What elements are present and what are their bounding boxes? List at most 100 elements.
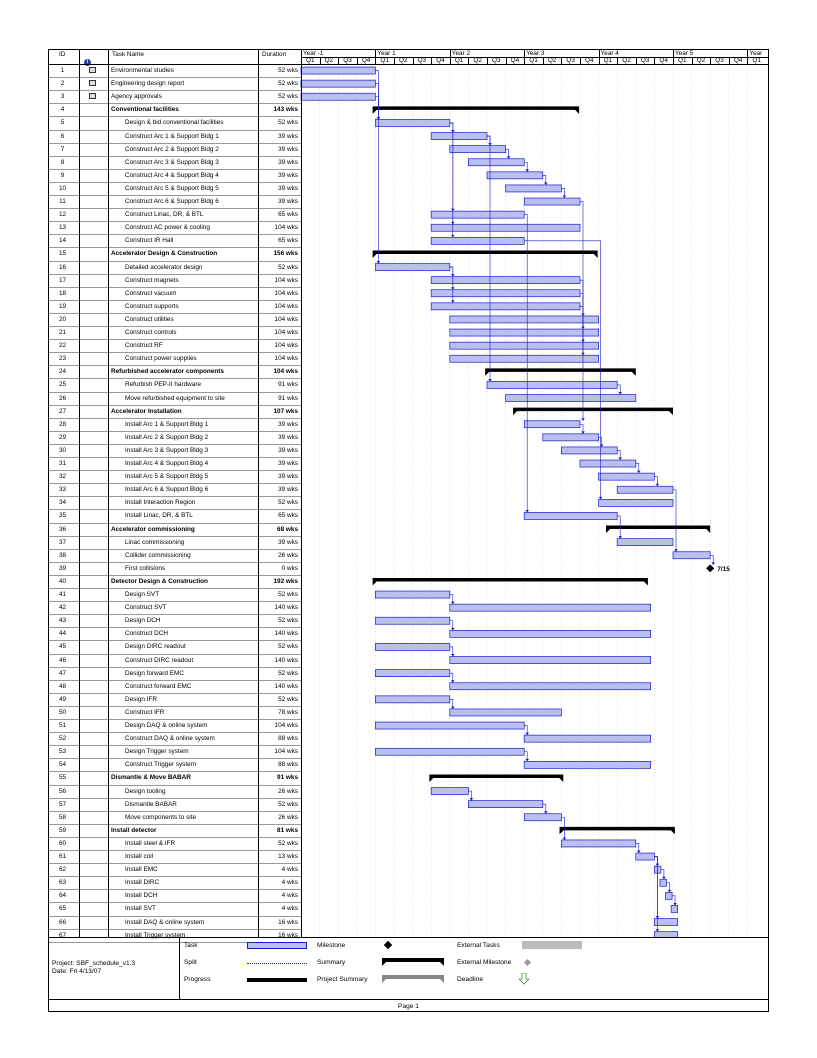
table-row[interactable]: 50 Construct IFR 78 wks (49, 706, 301, 719)
task-bar[interactable] (598, 499, 674, 507)
milestone-diamond[interactable] (706, 564, 715, 573)
task-bar[interactable] (375, 616, 451, 625)
task-bar[interactable] (616, 485, 674, 494)
table-row[interactable]: 59 Install detector 81 wks (49, 824, 301, 837)
task-bar[interactable] (430, 132, 488, 140)
table-row[interactable]: 5 Design & bid conventional facilities 52 … (49, 116, 301, 129)
task-bar[interactable] (561, 839, 637, 848)
task-bar[interactable] (375, 747, 525, 756)
table-row[interactable]: 4 Conventional facilities 143 wks (49, 103, 301, 116)
table-row[interactable]: 3 Agency approvals 52 wks (49, 90, 301, 103)
table-row[interactable]: 65 Install SVT 4 wks (49, 902, 301, 915)
table-row[interactable]: 17 Construct magnets 104 wks (49, 274, 301, 287)
table-row[interactable]: 13 Construct AC power & cooling 104 wks (49, 221, 301, 234)
task-bar[interactable] (375, 643, 451, 651)
task-bar[interactable] (486, 171, 544, 180)
task-bar[interactable] (449, 315, 599, 324)
table-row[interactable]: 32 Install Arc 5 & Support Bldg 5 39 wks (49, 470, 301, 483)
table-row[interactable]: 35 Install Linac, DR, & BTL 65 wks (49, 509, 301, 522)
table-row[interactable]: 18 Construct vacuum 104 wks (49, 287, 301, 300)
task-bar[interactable] (430, 787, 469, 795)
table-row[interactable]: 60 Install steel & IFR 52 wks (49, 837, 301, 850)
table-row[interactable]: 34 Install Interaction Region 52 wks (49, 496, 301, 509)
table-row[interactable]: 47 Design forward EMC 52 wks (49, 667, 301, 680)
task-bar[interactable] (659, 878, 667, 887)
task-bar[interactable] (300, 79, 376, 88)
summary-bar[interactable] (606, 525, 711, 534)
task-bar[interactable] (672, 551, 711, 560)
summary-bar[interactable] (372, 577, 648, 586)
table-row[interactable]: 6 Construct Arc 1 & Support Bldg 1 39 wks (49, 130, 301, 143)
task-bar[interactable] (523, 197, 581, 206)
task-bar[interactable] (449, 354, 599, 363)
table-row[interactable]: 1 Environmental studies 52 wks (49, 64, 301, 77)
task-bar[interactable] (486, 381, 618, 389)
notes-icon[interactable] (89, 80, 96, 87)
table-row[interactable]: 42 Construct SVT 140 wks (49, 601, 301, 614)
table-row[interactable]: 11 Construct Arc 6 & Support Bldg 6 39 wks (49, 195, 301, 208)
summary-bar[interactable] (485, 368, 636, 376)
task-bar[interactable] (375, 119, 451, 127)
task-bar[interactable] (449, 341, 599, 350)
table-row[interactable]: 23 Construct power supplies 104 wks (49, 352, 301, 365)
table-row[interactable]: 7 Construct Arc 2 & Support Bldg 2 39 wks (49, 143, 301, 156)
task-bar[interactable] (430, 223, 581, 232)
table-row[interactable]: 20 Construct utilities 104 wks (49, 313, 301, 326)
table-row[interactable]: 9 Construct Arc 4 & Support Bldg 4 39 wks (49, 169, 301, 182)
table-row[interactable]: 45 Design DIRC readout 52 wks (49, 640, 301, 653)
task-bar[interactable] (468, 800, 544, 809)
task-bar[interactable] (449, 629, 652, 638)
task-bar[interactable] (523, 734, 652, 743)
table-row[interactable]: 26 Move refurbished equipment to site 91 w… (49, 392, 301, 405)
summary-bar[interactable] (559, 826, 675, 835)
task-bar[interactable] (430, 302, 581, 311)
table-row[interactable]: 29 Install Arc 2 & Support Bldg 2 39 wks (49, 431, 301, 444)
table-row[interactable]: 64 Install DCH 4 wks (49, 889, 301, 902)
task-bar[interactable] (375, 669, 451, 678)
table-row[interactable]: 27 Accelerator Installation 107 wks (49, 405, 301, 418)
task-bar[interactable] (430, 210, 525, 219)
task-bar[interactable] (523, 813, 562, 822)
task-bar[interactable] (375, 263, 451, 271)
task-bar[interactable] (449, 682, 652, 691)
task-bar[interactable] (635, 852, 655, 861)
table-row[interactable]: 25 Refurbish PEP-II hardware 91 wks (49, 378, 301, 391)
task-bar[interactable] (468, 158, 525, 167)
table-row[interactable]: 55 Dismantle & Move BABAR 91 wks (49, 771, 301, 784)
table-row[interactable]: 15 Accelerator Design & Construction 156 w… (49, 247, 301, 260)
task-bar[interactable] (300, 92, 376, 101)
task-bar[interactable] (449, 603, 652, 612)
table-row[interactable]: 40 Detector Design & Construction 192 wks (49, 575, 301, 588)
task-bar[interactable] (523, 760, 652, 769)
task-bar[interactable] (430, 276, 581, 284)
task-bar[interactable] (449, 328, 599, 337)
notes-icon[interactable] (89, 67, 96, 73)
task-bar[interactable] (505, 184, 562, 193)
task-bar[interactable] (654, 931, 679, 937)
table-row[interactable]: 24 Refurbished accelerator components 104 … (49, 365, 301, 378)
table-row[interactable]: 54 Construct Trigger system 88 wks (49, 758, 301, 771)
summary-bar[interactable] (372, 106, 580, 114)
task-bar[interactable] (375, 695, 451, 704)
task-bar[interactable] (598, 472, 655, 481)
task-bar[interactable] (430, 237, 525, 245)
summary-bar[interactable] (372, 250, 598, 258)
table-row[interactable]: 46 Construct DIRC readout 140 wks (49, 654, 301, 667)
task-bar[interactable] (449, 145, 506, 154)
task-bar[interactable] (665, 891, 673, 900)
table-row[interactable]: 2 Engineering design report 52 wks (49, 77, 301, 90)
table-row[interactable]: 22 Construct RF 104 wks (49, 339, 301, 352)
table-row[interactable]: 67 Install Trigger system 16 wks (49, 929, 301, 942)
table-row[interactable]: 37 Linac commissioning 39 wks (49, 536, 301, 549)
task-bar[interactable] (375, 721, 525, 730)
table-row[interactable]: 8 Construct Arc 3 & Support Bldg 3 39 wks (49, 156, 301, 169)
summary-bar[interactable] (429, 774, 564, 782)
table-row[interactable]: 49 Design IFR 52 wks (49, 693, 301, 706)
summary-bar[interactable] (513, 407, 673, 416)
table-row[interactable]: 51 Design DAQ & online system 104 wks (49, 719, 301, 732)
task-bar[interactable] (579, 459, 637, 468)
table-row[interactable]: 19 Construct supports 104 wks (49, 300, 301, 313)
table-row[interactable]: 12 Construct Linac, DR, & BTL 65 wks (49, 208, 301, 221)
table-row[interactable]: 56 Design tooling 26 wks (49, 785, 301, 798)
table-row[interactable]: 66 Install DAQ & online system 16 wks (49, 916, 301, 929)
